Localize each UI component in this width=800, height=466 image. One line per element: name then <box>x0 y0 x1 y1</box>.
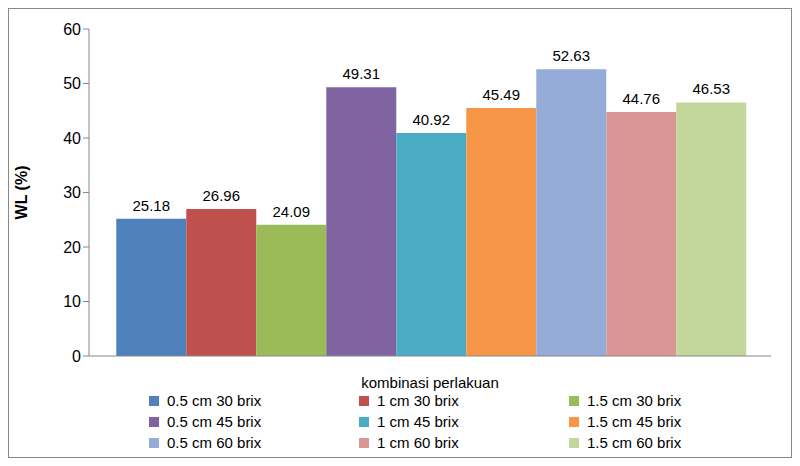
svg-text:44.76: 44.76 <box>623 90 661 107</box>
html-text:1.5 cm 45 brix: 1.5 cm 45 brix <box>587 413 682 430</box>
html-text:1 cm 45 brix: 1 cm 45 brix <box>377 413 459 430</box>
svg-text:50: 50 <box>63 75 81 92</box>
svg-text:20: 20 <box>63 239 81 256</box>
svg-text:10: 10 <box>63 293 81 310</box>
svg-text:25.18: 25.18 <box>133 197 171 214</box>
svg-text:kombinasi perlakuan: kombinasi perlakuan <box>361 374 499 391</box>
svg-text:46.53: 46.53 <box>693 80 731 97</box>
svg-text:0: 0 <box>72 348 81 365</box>
html-text:1 cm 30 brix: 1 cm 30 brix <box>377 392 459 409</box>
html-text:1 cm 60 brix: 1 cm 60 brix <box>377 434 459 451</box>
svg-text:24.09: 24.09 <box>273 203 311 220</box>
svg-text:WL (%): WL (%) <box>13 166 30 220</box>
svg-text:60: 60 <box>63 21 81 38</box>
svg-text:45.49: 45.49 <box>483 86 521 103</box>
html-text:1.5 cm 60 brix: 1.5 cm 60 brix <box>587 434 682 451</box>
svg-text:40: 40 <box>63 130 81 147</box>
svg-text:52.63: 52.63 <box>553 47 591 64</box>
html-text:0.5 cm 30 brix: 0.5 cm 30 brix <box>167 392 262 409</box>
html-text:0.5 cm 60 brix: 0.5 cm 60 brix <box>167 434 262 451</box>
html-text:1.5 cm 30 brix: 1.5 cm 30 brix <box>587 392 682 409</box>
svg-text:40.92: 40.92 <box>413 111 451 128</box>
svg-text:49.31: 49.31 <box>343 65 381 82</box>
svg-text:30: 30 <box>63 184 81 201</box>
svg-text:26.96: 26.96 <box>203 187 241 204</box>
html-text:0.5 cm 45 brix: 0.5 cm 45 brix <box>167 413 262 430</box>
